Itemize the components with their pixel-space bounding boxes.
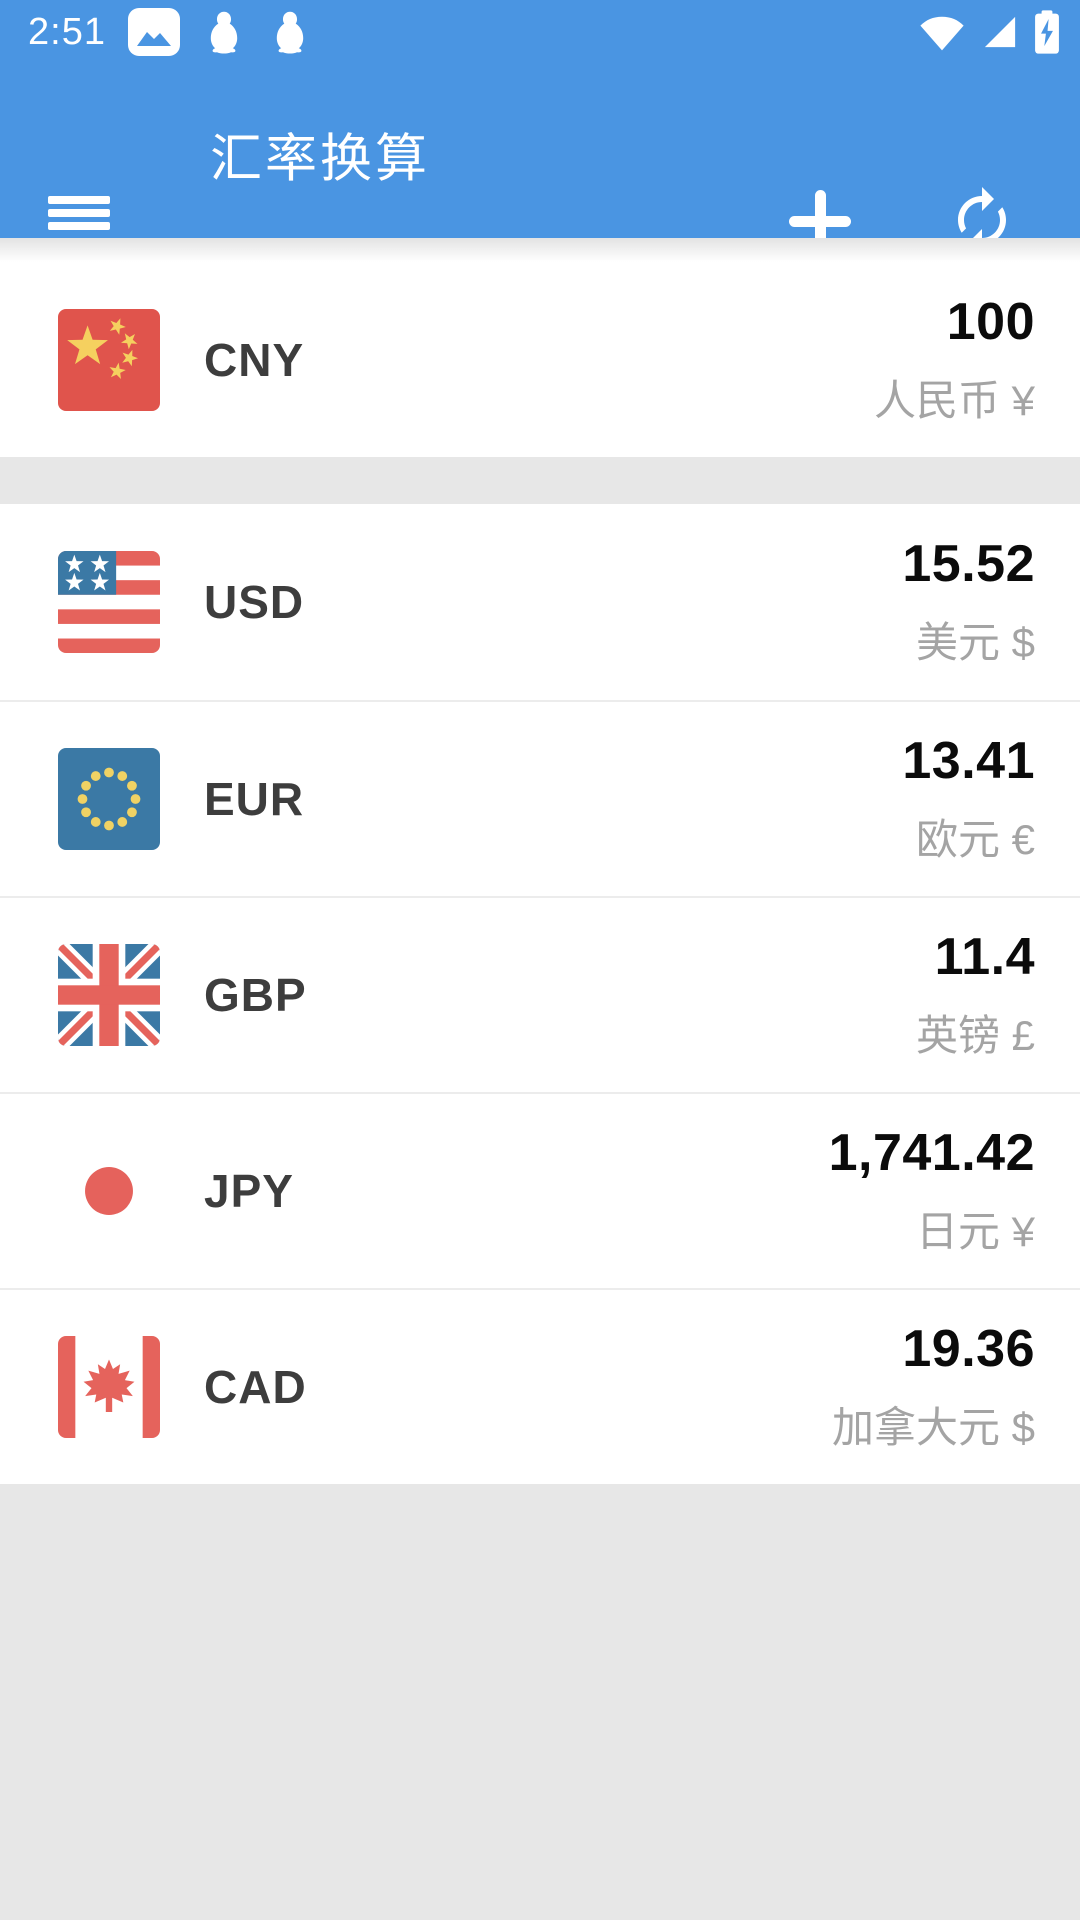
battery-charging-icon	[1035, 10, 1059, 54]
currency-value: 11.4	[934, 928, 1035, 986]
qq-penguin-icon	[276, 11, 304, 54]
page-title: 汇率换算	[210, 130, 431, 189]
currency-subtitle: 美元 $	[915, 619, 1035, 666]
currency-subtitle: 加拿大元 $	[831, 1404, 1035, 1451]
cellular-signal-icon	[984, 16, 1016, 48]
system-status-icons	[918, 0, 1060, 64]
currency-code: USD	[204, 576, 305, 628]
currency-code: CAD	[204, 1361, 307, 1413]
top-app-bar-block: 2:51	[0, 0, 1080, 253]
currency-row-eur[interactable]: EUR 13.41 欧元 €	[0, 700, 1080, 896]
currency-row-gbp[interactable]: GBP 11.4 英镑 £	[0, 896, 1080, 1092]
currency-subtitle: 英镑 £	[915, 1012, 1035, 1059]
japan-flag-icon	[58, 1140, 160, 1242]
china-flag-icon	[58, 309, 160, 411]
eu-flag-icon	[58, 748, 160, 850]
currency-value: 15.52	[902, 535, 1035, 593]
currency-value: 100	[946, 293, 1035, 351]
canada-flag-icon	[58, 1336, 160, 1438]
currency-code: GBP	[204, 969, 307, 1021]
wifi-icon	[920, 16, 964, 51]
currency-row-cny[interactable]: CNY 100 人民币 ¥	[0, 238, 1080, 457]
currency-value: 19.36	[902, 1320, 1035, 1378]
gallery-icon	[127, 8, 180, 56]
menu-icon[interactable]	[48, 196, 110, 230]
currency-subtitle: 人民币 ¥	[873, 377, 1035, 424]
currency-code: CNY	[204, 334, 305, 386]
status-bar: 2:51	[0, 0, 1080, 64]
currency-value: 1,741.42	[828, 1124, 1035, 1182]
currency-row-cad[interactable]: CAD 19.36 加拿大元 $	[0, 1288, 1080, 1484]
clock: 2:51	[28, 10, 106, 53]
currency-list: CNY 100 人民币 ¥ USD 1	[0, 238, 1080, 1920]
currency-subtitle: 欧元 €	[915, 816, 1035, 863]
app-bar: 汇率换算	[0, 64, 1080, 253]
currency-subtitle: 日元 ¥	[915, 1208, 1035, 1255]
currency-code: EUR	[204, 773, 305, 825]
refresh-icon[interactable]	[946, 184, 1018, 256]
currency-value: 13.41	[902, 732, 1035, 790]
currency-row-jpy[interactable]: JPY 1,741.42 日元 ¥	[0, 1092, 1080, 1288]
currency-code: JPY	[204, 1165, 294, 1217]
notification-icons	[127, 6, 312, 58]
qq-penguin-icon	[210, 11, 238, 54]
usa-flag-icon	[58, 551, 160, 653]
currency-row-usd[interactable]: USD 15.52 美元 $	[0, 504, 1080, 700]
uk-flag-icon	[58, 944, 160, 1046]
add-icon[interactable]	[787, 188, 853, 254]
